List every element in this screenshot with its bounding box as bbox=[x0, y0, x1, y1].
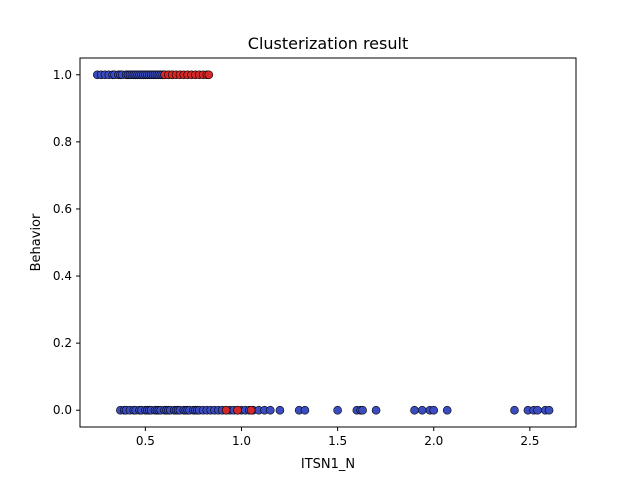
scatter-point bbox=[442, 405, 452, 415]
scatter-point bbox=[510, 405, 519, 415]
x-tick-label: 1.5 bbox=[328, 434, 347, 448]
scatter-point bbox=[266, 405, 275, 415]
x-ticks: 0.5 1.0 1.5 2.0 2.5 bbox=[136, 427, 539, 448]
scatter-point bbox=[429, 405, 439, 415]
y-tick-label: 1.0 bbox=[53, 68, 72, 82]
y-tick-label: 0.4 bbox=[53, 269, 72, 283]
scatter-point bbox=[410, 405, 419, 415]
scatter-point bbox=[275, 405, 285, 415]
y-tick-label: 0.2 bbox=[53, 336, 72, 350]
scatter-point bbox=[533, 405, 542, 415]
x-tick-label: 1.0 bbox=[232, 434, 251, 448]
y-tick-label: 0.0 bbox=[53, 403, 72, 417]
y-axis-label: Behavior bbox=[29, 213, 44, 271]
x-tick-label: 2.5 bbox=[520, 434, 539, 448]
scatter-point bbox=[300, 405, 310, 415]
scatter-point bbox=[333, 405, 342, 415]
scatter-point bbox=[417, 405, 427, 415]
scatter-point bbox=[246, 405, 256, 415]
scatter-point bbox=[233, 405, 242, 415]
scatter-point bbox=[544, 405, 554, 415]
scatter-point bbox=[358, 405, 367, 415]
scatter-point bbox=[371, 405, 381, 415]
y-tick-label: 0.6 bbox=[53, 202, 72, 216]
points-layer bbox=[93, 70, 554, 415]
y-ticks: 0.0 0.2 0.4 0.6 0.8 1.0 bbox=[53, 68, 80, 417]
x-tick-label: 0.5 bbox=[136, 434, 155, 448]
y-tick-label: 0.8 bbox=[53, 135, 72, 149]
x-tick-label: 2.0 bbox=[424, 434, 443, 448]
plot-area bbox=[80, 58, 576, 427]
chart-title: Clusterization result bbox=[248, 34, 408, 53]
scatter-point bbox=[221, 405, 231, 415]
scatter-point bbox=[204, 70, 214, 80]
x-axis-label: ITSN1_N bbox=[301, 457, 355, 472]
axes-frame bbox=[79, 57, 577, 428]
